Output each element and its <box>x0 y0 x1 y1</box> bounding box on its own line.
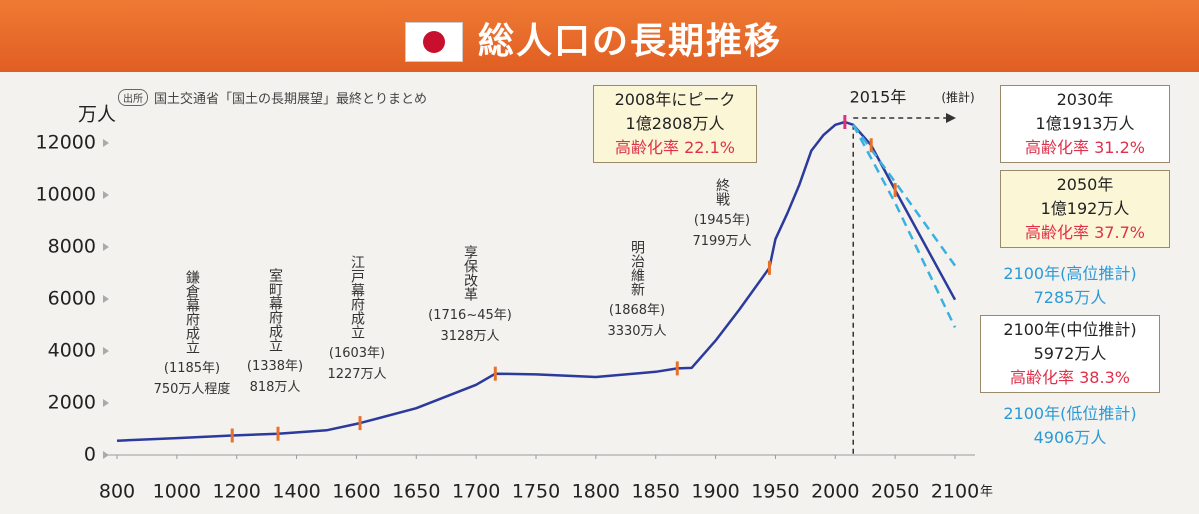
callout-value: 4906万人 <box>1033 428 1107 447</box>
x-tick-label: 1650 <box>392 481 440 503</box>
callout-value: 1億1913万人 <box>1035 114 1135 133</box>
callout: 2008年にピーク 1億2808万人 高齢化率 22.1% <box>593 85 757 163</box>
callout: 2100年(低位推計) 4906万人 <box>985 400 1155 452</box>
callout-head: 2100年(低位推計) <box>1003 404 1137 423</box>
y-tick-mark <box>103 451 109 459</box>
event-title: 室町幕府成立 <box>266 268 283 352</box>
callout-head: 2100年(中位推計) <box>1003 320 1137 339</box>
x-tick-label: 1000 <box>153 481 201 503</box>
arrow-head <box>946 113 956 123</box>
callout: 2100年(高位推計) 7285万人 <box>985 260 1155 312</box>
callout-head: 2030年 <box>1056 90 1114 109</box>
event-title: 明治維新 <box>629 240 645 296</box>
x-tick-label: 1200 <box>213 481 261 503</box>
projection-note: (推計) <box>941 90 974 105</box>
y-tick-label: 2000 <box>48 392 96 414</box>
projection-line-series <box>852 124 957 267</box>
y-tick-mark <box>103 139 109 147</box>
event-value: 3128万人 <box>440 329 500 344</box>
y-tick-label: 8000 <box>48 236 96 258</box>
projection-line-series <box>852 124 957 328</box>
callout: 2100年(中位推計) 5972万人高齢化率 38.3% <box>980 315 1160 393</box>
event-annotation: 室町幕府成立 (1338年) 818万人 <box>247 268 303 398</box>
event-date: (1716~45年) <box>428 308 512 323</box>
source-tag: 出所 <box>118 89 148 106</box>
callout-aging: 高齢化率 37.7% <box>1025 223 1145 242</box>
callout-head: 2050年 <box>1056 175 1114 194</box>
callout-value: 5972万人 <box>1033 344 1107 363</box>
callout-value: 1億2808万人 <box>625 114 725 133</box>
y-tick-label: 10000 <box>36 184 96 206</box>
y-tick-label: 4000 <box>48 340 96 362</box>
event-date: (1868年) <box>608 303 666 318</box>
x-tick-label: 1750 <box>512 481 560 503</box>
x-unit: 年 <box>980 485 993 500</box>
y-tick-mark <box>103 191 109 199</box>
y-tick-label: 0 <box>84 444 96 466</box>
population-line <box>116 120 957 442</box>
callout-aging: 高齢化率 22.1% <box>615 138 735 157</box>
event-title: 江戸幕府成立 <box>349 255 365 339</box>
x-tick-label: 1700 <box>452 481 500 503</box>
event-date: (1185年) <box>163 361 221 376</box>
flag-icon <box>405 22 463 62</box>
x-tick-label: 1800 <box>572 481 620 503</box>
y-tick-mark <box>103 399 109 407</box>
callout: 2030年 1億1913万人 高齢化率 31.2% <box>1000 85 1170 163</box>
y-tick-mark <box>103 243 109 251</box>
callout: 2050年 1億192万人 高齢化率 37.7% <box>1000 170 1170 248</box>
callout-head: 2100年(高位推計) <box>1003 264 1137 283</box>
x-tick-label: 1950 <box>751 481 799 503</box>
event-date: (1338年) <box>246 359 304 374</box>
event-title: 終戦 <box>714 178 730 206</box>
callout-value: 1億192万人 <box>1040 199 1130 218</box>
x-tick-label: 2000 <box>811 481 859 503</box>
x-tick-label: 800 <box>99 481 135 503</box>
event-value: 1227万人 <box>327 367 387 382</box>
event-date: (1603年) <box>328 346 386 361</box>
x-tick-label: 1850 <box>632 481 680 503</box>
event-title: 鎌倉幕府成立 <box>183 270 200 354</box>
y-unit: 万人 <box>78 104 116 126</box>
callout-aging: 高齢化率 31.2% <box>1025 138 1145 157</box>
event-date: (1945年) <box>693 213 751 228</box>
event-value: 818万人 <box>249 380 301 395</box>
callout-value: 7285万人 <box>1033 288 1107 307</box>
projection-label: 2015年 <box>850 88 907 107</box>
y-tick-mark <box>103 347 109 355</box>
x-tick-label: 2100 <box>931 481 979 503</box>
source-note: 出所 国土交通省「国土の長期展望」最終とりまとめ <box>118 88 427 107</box>
title-banner: 総人口の長期推移 <box>0 0 1199 72</box>
source-text: 国土交通省「国土の長期展望」最終とりまとめ <box>154 92 428 107</box>
callout-head: 2008年にピーク <box>614 90 736 109</box>
y-tick-label: 12000 <box>36 132 96 154</box>
x-tick-label: 1900 <box>691 481 739 503</box>
event-title: 享保改革 <box>461 245 478 301</box>
event-annotation: 江戸幕府成立 (1603年) 1227万人 <box>327 255 386 385</box>
event-value: 750万人程度 <box>153 382 231 397</box>
event-value: 3330万人 <box>607 324 667 339</box>
x-tick-label: 1400 <box>272 481 320 503</box>
event-annotation: 明治維新 (1868年) 3330万人 <box>607 240 666 342</box>
event-annotation: 鎌倉幕府成立 (1185年) 750万人程度 <box>154 270 231 400</box>
y-tick-mark <box>103 295 109 303</box>
x-tick-label: 1600 <box>332 481 380 503</box>
x-tick-label: 2050 <box>871 481 919 503</box>
event-value: 7199万人 <box>692 234 752 249</box>
y-tick-label: 6000 <box>48 288 96 310</box>
callout-aging: 高齢化率 38.3% <box>1010 368 1130 387</box>
event-annotation: 終戦 (1945年) 7199万人 <box>692 178 751 252</box>
event-annotation: 享保改革 (1716~45年) 3128万人 <box>428 245 512 347</box>
chart-title: 総人口の長期推移 <box>478 21 783 62</box>
